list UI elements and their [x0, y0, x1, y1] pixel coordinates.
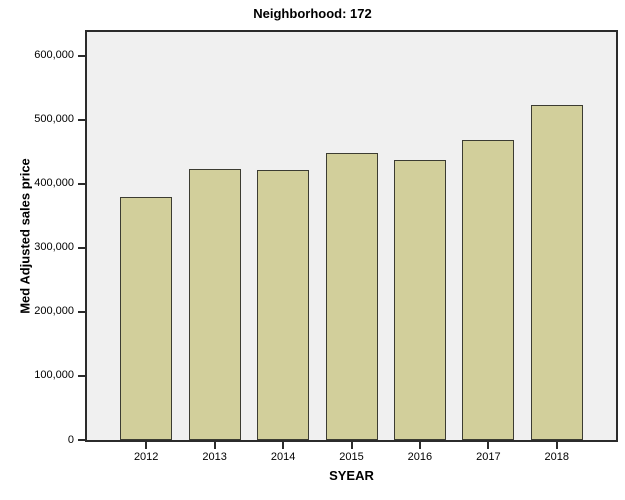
x-tick-2013 [213, 442, 216, 449]
y-tick-label-600000: 600,000 [34, 49, 74, 62]
x-tick-label-2018: 2018 [544, 451, 570, 463]
bar-2012 [120, 196, 173, 440]
x-tick-2012 [145, 442, 148, 449]
y-tick-label-100000: 100,000 [34, 369, 74, 382]
chart-title: Neighborhood: 172 [253, 6, 372, 21]
x-axis-tick-marks [87, 442, 616, 449]
x-axis-title: SYEAR [329, 468, 374, 483]
y-axis-tick-labels: 0 100,000 200,000 300,000 400,000 500,000 600,… [0, 32, 74, 445]
x-tick-label-2014: 2014 [270, 451, 296, 463]
y-tick-label-500000: 500,000 [34, 113, 74, 126]
x-tick-2018 [555, 442, 558, 449]
bar-2013 [188, 169, 241, 440]
y-tick-label-400000: 400,000 [34, 177, 74, 190]
y-tick-100000 [78, 374, 85, 377]
x-tick-label-2013: 2013 [202, 451, 227, 463]
y-tick-label-200000: 200,000 [34, 305, 74, 318]
y-tick-500000 [78, 118, 85, 121]
y-axis-tick-marks [78, 32, 85, 441]
bar-2017 [462, 140, 515, 440]
y-tick-200000 [78, 310, 85, 313]
y-tick-0 [78, 439, 85, 441]
x-tick-2015 [350, 442, 353, 449]
x-tick-label-2012: 2012 [133, 451, 159, 463]
x-tick-label-2015: 2015 [339, 451, 364, 463]
bar-2016 [393, 160, 446, 440]
y-tick-label-0: 0 [67, 433, 74, 446]
bar-2015 [325, 153, 378, 440]
x-axis-tick-labels: 2012 2013 2014 2015 2016 2017 2018 [87, 451, 616, 465]
x-tick-2017 [487, 442, 490, 449]
x-tick-2016 [418, 442, 421, 449]
x-tick-label-2016: 2016 [407, 451, 433, 463]
bar-2014 [257, 169, 310, 440]
x-tick-2014 [282, 442, 285, 449]
y-tick-300000 [78, 246, 85, 249]
bar-2018 [530, 105, 583, 440]
y-tick-label-300000: 300,000 [34, 241, 74, 254]
y-tick-600000 [78, 54, 85, 57]
plot-area [85, 30, 618, 442]
x-tick-label-2017: 2017 [476, 451, 501, 463]
y-tick-400000 [78, 182, 85, 185]
